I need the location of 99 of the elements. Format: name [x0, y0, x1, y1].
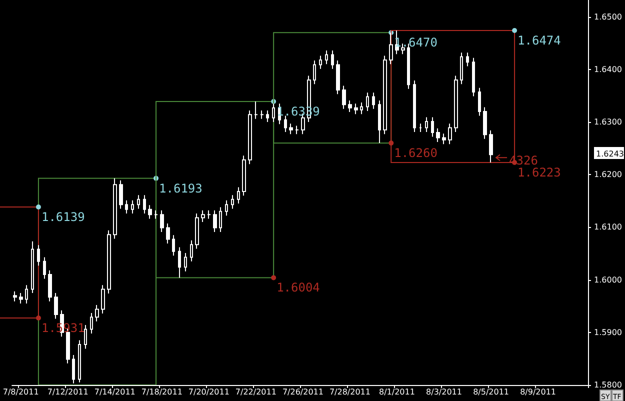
candlestick [225, 200, 228, 216]
candlestick [442, 133, 446, 145]
candlestick [284, 115, 287, 133]
candlestick [43, 256, 46, 280]
x-tick-label: 7/28/2011 [329, 388, 370, 396]
candlestick [413, 80, 416, 133]
candlestick [431, 116, 434, 138]
text: 1.6243 [596, 150, 624, 158]
candlestick [254, 101, 258, 120]
candlestick [260, 110, 264, 120]
candlestick [190, 240, 193, 262]
y-tick-label: 1.5800 [594, 380, 622, 390]
x-tick-label: 7/14/2011 [94, 388, 136, 396]
candlestick [389, 32, 393, 65]
candlestick [313, 60, 316, 85]
candlestick [336, 60, 340, 95]
candlestick [425, 116, 428, 133]
candlestick [383, 55, 387, 135]
candlestick [266, 110, 269, 123]
candlestick [84, 324, 87, 350]
candlestick [137, 194, 140, 210]
x-tick-label: 8/3/2011 [426, 388, 462, 396]
annotation: 1.6474 [518, 34, 561, 48]
candlestick [19, 292, 23, 304]
candlestick [325, 50, 328, 65]
candlestick [172, 234, 175, 256]
candlestick [342, 85, 346, 110]
candlestick [125, 200, 128, 214]
candlestick [219, 206, 222, 232]
candlestick [354, 103, 358, 115]
candlestick [483, 106, 487, 140]
candlestick [331, 50, 334, 70]
candlestick [372, 92, 375, 110]
candlestick [131, 200, 134, 214]
annotation: 1.6260 [394, 146, 438, 160]
y-tick-label: 1.6200 [594, 170, 622, 180]
candlestick [119, 180, 123, 210]
x-tick-label: 7/22/2011 [235, 388, 276, 396]
candlestick [13, 290, 17, 302]
candlestick [231, 194, 234, 210]
candlestick [184, 252, 187, 272]
candlestick [207, 210, 211, 220]
candlestick [178, 246, 181, 278]
candlestick [466, 52, 469, 67]
candlestick [489, 130, 493, 164]
candlestick [242, 155, 246, 196]
candlestick [472, 57, 475, 97]
candlestick [25, 284, 28, 304]
annotation: 1.6193 [159, 181, 202, 196]
y-tick-label: 1.6400 [594, 64, 622, 74]
candlestick [107, 230, 111, 294]
x-tick-label: 7/20/2011 [188, 388, 230, 396]
y-tick-label: 1.6300 [594, 118, 622, 127]
candlestick [248, 110, 252, 165]
candlestick [78, 340, 81, 383]
candlestick [90, 312, 93, 334]
x-tick-label: 7/18/2011 [141, 388, 182, 396]
candlestick [31, 240, 34, 294]
x-tick-label: 7/8/2011 [2, 388, 39, 396]
candlestick [478, 87, 481, 116]
candlestick [360, 102, 363, 115]
candlestick [37, 244, 40, 266]
annotation: 1.6139 [41, 210, 85, 224]
annotation: 1.6223 [518, 166, 561, 180]
x-tick-label: 8/5/2011 [473, 388, 509, 396]
candlestick [295, 125, 299, 135]
candlestick [454, 75, 458, 133]
candlestick [366, 92, 369, 112]
y-tick-label: 1.5900 [594, 328, 622, 337]
candlestick [143, 194, 146, 214]
candlestick [48, 270, 52, 302]
candlestick [237, 186, 240, 204]
candlestick [289, 123, 293, 135]
candlestick [154, 210, 158, 220]
candlestick [448, 123, 452, 145]
x-tick-label: 8/1/2011 [379, 388, 415, 396]
candlestick [95, 304, 99, 322]
candlestick [54, 292, 58, 320]
candlestick [419, 123, 422, 133]
annotation: 1.6004 [276, 280, 320, 295]
candlestick [160, 210, 164, 232]
x-tick-label: 8/9/2011 [520, 388, 556, 396]
candlestick [436, 128, 440, 143]
y-tick-label: 1.6500 [594, 12, 622, 22]
candlestick [195, 213, 199, 250]
x-tick-label: 7/12/2011 [47, 388, 88, 396]
candlestick [213, 210, 217, 232]
candlestick [101, 284, 105, 314]
candlestick [201, 210, 205, 222]
y-tick-label: 1.6100 [594, 222, 622, 232]
candlestick [148, 204, 152, 220]
candlestick [113, 178, 117, 240]
x-tick-label: 7/26/2011 [282, 388, 324, 396]
candlestick [378, 100, 381, 144]
y-tick-label: 1.6000 [594, 275, 622, 284]
candlestick [166, 223, 170, 244]
candlestick [460, 52, 463, 85]
candlestick [319, 55, 322, 70]
candlestick [348, 100, 352, 113]
